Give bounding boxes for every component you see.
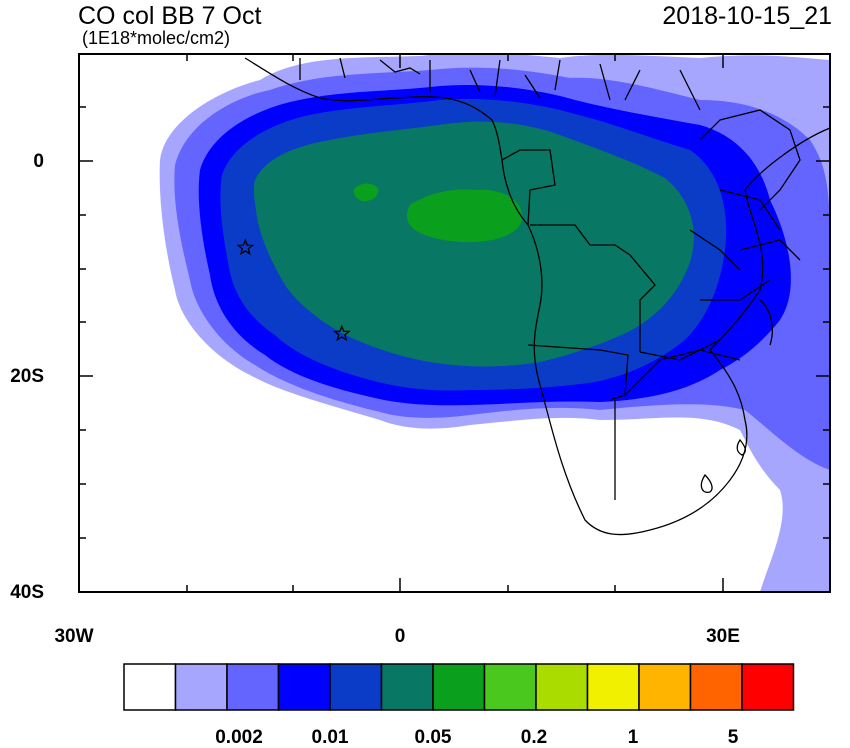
colorbar-box: [689, 663, 743, 711]
map-frame: [78, 53, 831, 593]
coastlines: [244, 57, 830, 536]
colorbar: [123, 663, 795, 711]
contour-01-b: [353, 183, 379, 202]
colorbar-box: [432, 663, 486, 711]
star-marker: [332, 324, 351, 342]
plot-timestamp: 2018-10-15_21: [662, 2, 832, 30]
colorbar-box: [277, 663, 331, 711]
star-marker: [236, 238, 255, 256]
colorbar-label-5: 5: [727, 727, 739, 748]
colorbar-label-2: 0.05: [414, 727, 452, 748]
lat-label-20s: 20S: [10, 366, 44, 387]
colorbar-label-1: 0.01: [311, 727, 349, 748]
colorbar-label-0: 0.002: [215, 727, 263, 748]
colorbar-label-3: 0.2: [520, 727, 548, 748]
plot-units: (1E18*molec/cm2): [82, 28, 231, 48]
colorbar-box: [535, 663, 589, 711]
lon-label-0: 0: [394, 626, 406, 647]
colorbar-box: [638, 663, 692, 711]
lat-label-40s: 40S: [10, 582, 44, 603]
colorbar-box: [741, 663, 795, 711]
colorbar-box: [174, 663, 228, 711]
colorbar-box: [380, 663, 434, 711]
colorbar-box: [226, 663, 280, 711]
colorbar-box: [123, 663, 177, 711]
station-markers: [236, 238, 351, 342]
colorbar-box: [586, 663, 640, 711]
contour-005: [253, 121, 694, 367]
lon-label-30e: 30E: [706, 626, 740, 647]
contour-01: [406, 189, 523, 243]
colorbar-label-4: 1: [627, 727, 639, 748]
lon-label-30w: 30W: [54, 626, 94, 647]
colorbar-box: [483, 663, 537, 711]
axis-ticks: [79, 54, 830, 592]
plot-title: CO col BB 7 Oct: [78, 2, 262, 30]
colorbar-box: [329, 663, 383, 711]
co-plume-field: [159, 54, 830, 592]
lat-label-0: 0: [33, 151, 44, 172]
